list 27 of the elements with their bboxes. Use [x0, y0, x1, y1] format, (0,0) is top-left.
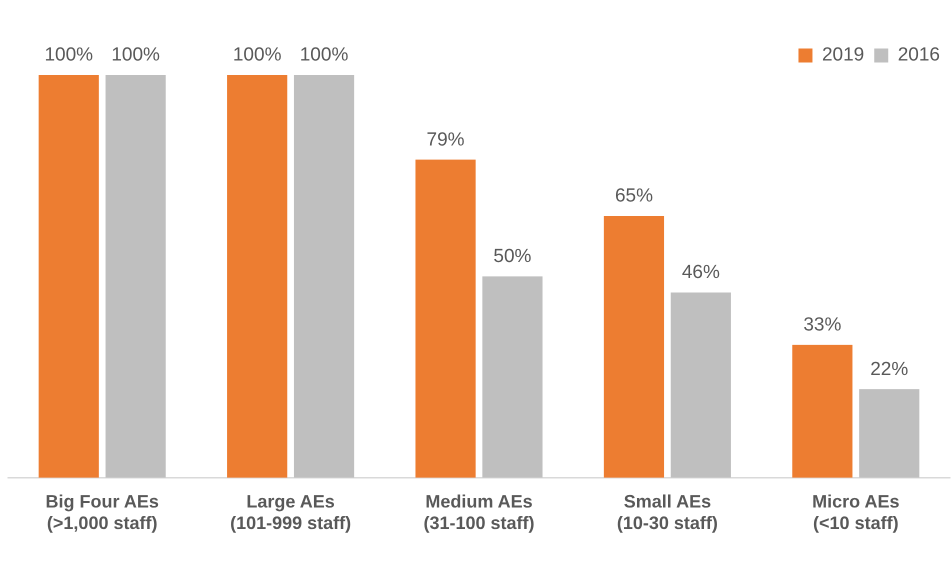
bar: [670, 292, 731, 478]
data-label: 50%: [493, 246, 532, 268]
bar: [482, 276, 543, 478]
bar: [38, 75, 99, 478]
bar: [294, 75, 354, 478]
data-label: 100%: [300, 44, 348, 66]
x-tick-label: Medium AEs (31-100 staff): [423, 492, 535, 534]
data-label: 100%: [111, 44, 160, 66]
data-label: 65%: [614, 186, 654, 207]
bar: [106, 75, 166, 478]
data-label: 46%: [682, 262, 720, 284]
data-label: 100%: [232, 44, 282, 66]
bar: [227, 75, 288, 478]
bar: [792, 344, 852, 478]
legend-label: 2019: [822, 44, 864, 66]
x-tick-label: Micro AEs (<10 staff): [812, 492, 900, 534]
x-tick-label: Small AEs (10-30 staff): [616, 492, 718, 534]
data-label: 100%: [44, 44, 94, 66]
data-label: 22%: [870, 358, 908, 380]
bar: [604, 216, 664, 478]
x-tick-label: Large AEs (101-999 staff): [230, 492, 352, 534]
data-label: 79%: [426, 129, 465, 150]
data-label: 33%: [803, 314, 842, 336]
bar: [859, 389, 920, 478]
x-tick-label: Big Four AEs (>1,000 staff): [46, 492, 159, 534]
legend-label: 2016: [898, 44, 940, 66]
bar: [415, 160, 476, 478]
